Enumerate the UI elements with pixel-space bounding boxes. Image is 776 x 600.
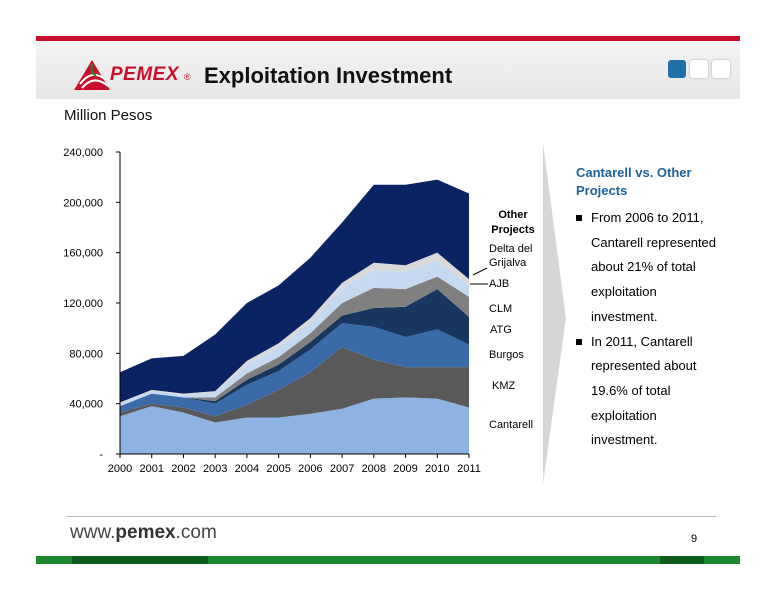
- series-label: CLM: [489, 303, 512, 315]
- header-band: [36, 41, 740, 99]
- series-label: Grijalva: [489, 257, 527, 269]
- top-accent-bar: [36, 36, 740, 41]
- y-tick-label: 120,000: [63, 298, 103, 310]
- area-ajb: [120, 260, 469, 407]
- bullet-item: From 2006 to 2011, Cantarell represented…: [576, 206, 726, 330]
- area-burgos: [120, 323, 469, 417]
- square-blue-icon: [668, 60, 686, 78]
- side-panel-title: Cantarell vs. Other Projects: [576, 165, 692, 198]
- bottom-dark-segment: [660, 556, 704, 564]
- url-suffix: .com: [175, 522, 217, 543]
- x-tick-label: 2001: [139, 463, 163, 475]
- x-tick-label: 2008: [362, 463, 386, 475]
- bullet-text: In 2011, Cantarell represented about 19.…: [591, 333, 697, 448]
- x-tick-label: 2000: [108, 463, 132, 475]
- area-other-projects: [120, 179, 469, 403]
- x-tick-label: 2006: [298, 463, 322, 475]
- y-tick-label: 160,000: [63, 248, 103, 260]
- url-brand: pemex: [115, 522, 176, 543]
- x-tick-label: 2007: [330, 463, 354, 475]
- pemex-logo-icon: [74, 60, 110, 90]
- x-axis: 2000 2001 2002 2003 2004 2005 2006 2007 2008 2009…: [108, 453, 481, 475]
- x-tick-label: 2011: [457, 463, 481, 475]
- y-axis: - 40,000 80,000 120,000 160,000 200,000 240,00…: [63, 147, 121, 461]
- bullet-item: In 2011, Cantarell represented about 19.…: [576, 330, 726, 454]
- series-areas: [120, 179, 469, 454]
- x-tick-label: 2005: [266, 463, 290, 475]
- page-number: 9: [691, 533, 698, 545]
- series-label: Projects: [491, 224, 534, 236]
- y-tick-label: -: [99, 449, 103, 461]
- series-label: Other: [498, 209, 528, 221]
- area-atg: [120, 289, 469, 407]
- logo-wordmark: PEMEX: [110, 64, 180, 85]
- x-tick-label: 2010: [425, 463, 449, 475]
- bullet-square-icon: [576, 338, 582, 345]
- y-tick-label: 200,000: [63, 197, 103, 209]
- area-cantarell: [120, 397, 469, 454]
- series-label: Delta del: [489, 243, 532, 255]
- y-tick-label: 240,000: [63, 147, 103, 159]
- area-kmz: [120, 347, 469, 423]
- label-leader-line: [472, 267, 488, 276]
- url-prefix: www.: [70, 522, 116, 543]
- bottom-dark-segment: [72, 556, 208, 564]
- series-labels: Other Projects Delta del Grijalva AJB CLM ATG B…: [470, 209, 535, 431]
- x-tick-label: 2009: [393, 463, 417, 475]
- bottom-green-bar: [36, 556, 740, 564]
- footer-divider: [66, 516, 716, 517]
- bullet-text: From 2006 to 2011, Cantarell represented…: [591, 210, 717, 324]
- arrow-chevron-icon: [543, 143, 566, 484]
- square-white-icon: [712, 60, 730, 78]
- series-label: AJB: [489, 278, 509, 290]
- series-label: Cantarell: [489, 419, 533, 431]
- square-white-icon: [690, 60, 708, 78]
- series-label: Burgos: [489, 349, 524, 361]
- side-bullets: From 2006 to 2011, Cantarell represented…: [576, 206, 726, 453]
- footer-url[interactable]: www.pemex.com: [70, 522, 217, 544]
- series-label: KMZ: [492, 380, 516, 392]
- chart-units-label: Million Pesos: [64, 107, 153, 124]
- y-tick-label: 40,000: [69, 399, 103, 411]
- logo-registered-mark: ®: [184, 72, 191, 82]
- area-clm: [120, 276, 469, 407]
- x-tick-label: 2002: [171, 463, 195, 475]
- x-tick-label: 2004: [235, 463, 259, 475]
- series-label: ATG: [490, 324, 512, 336]
- page-title: Exploitation Investment: [204, 63, 453, 88]
- y-tick-label: 80,000: [69, 348, 103, 360]
- bullet-square-icon: [576, 215, 582, 221]
- x-tick-label: 2003: [203, 463, 227, 475]
